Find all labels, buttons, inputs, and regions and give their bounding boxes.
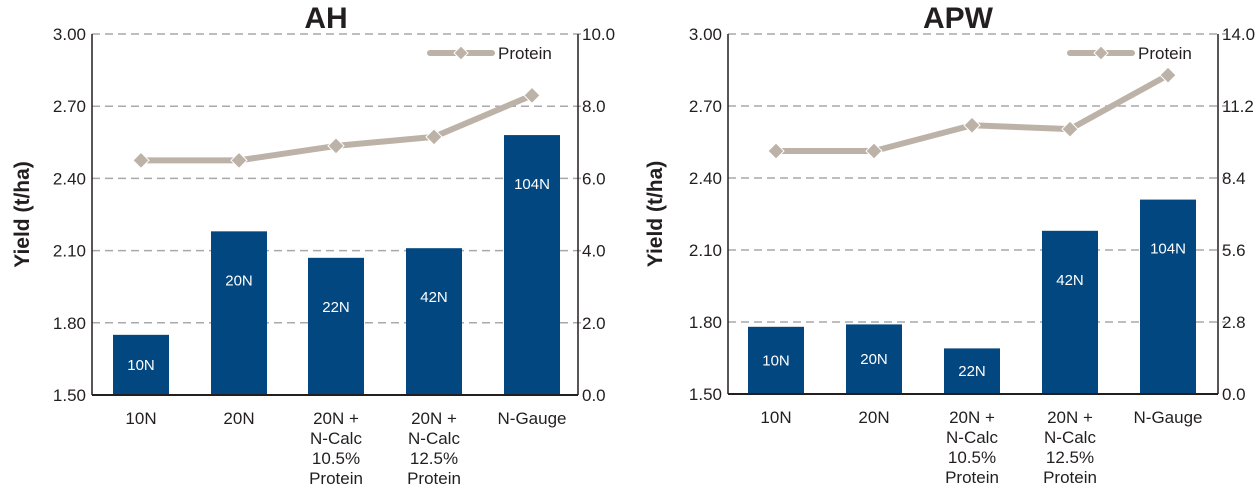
bar xyxy=(944,348,1000,394)
x-tick-label: 10N xyxy=(125,409,156,428)
x-tick-label: N-Gauge xyxy=(1134,408,1203,427)
protein-marker xyxy=(865,142,883,160)
y-tick-label: 3.00 xyxy=(689,25,722,44)
y-axis-label: Yield (t/ha) xyxy=(644,161,667,268)
bar xyxy=(113,334,169,395)
y2-tick-label: 4.0 xyxy=(582,242,606,261)
bar xyxy=(504,135,560,395)
x-tick-label: 12.5% xyxy=(1046,448,1094,467)
bar xyxy=(846,324,902,394)
bar xyxy=(308,257,364,395)
y-tick-label: 1.50 xyxy=(689,385,722,404)
bar xyxy=(211,231,267,395)
protein-marker xyxy=(767,142,785,160)
y-tick-label: 1.80 xyxy=(689,313,722,332)
y2-tick-label: 0.0 xyxy=(1222,385,1246,404)
protein-marker xyxy=(1159,66,1177,84)
y-tick-label: 2.40 xyxy=(53,169,86,188)
y2-tick-label: 14.0 xyxy=(1222,25,1255,44)
protein-marker xyxy=(425,128,443,146)
x-tick-label: N-Calc xyxy=(1044,428,1096,447)
bar-data-label: 10N xyxy=(762,352,790,369)
y-tick-label: 3.00 xyxy=(53,25,86,44)
bar-data-label: 22N xyxy=(322,299,350,316)
y2-tick-label: 8.4 xyxy=(1222,169,1246,188)
x-tick-label: 20N + xyxy=(949,408,995,427)
x-tick-label: 10N xyxy=(760,408,791,427)
legend-label: Protein xyxy=(498,44,552,63)
y2-tick-label: 11.2 xyxy=(1222,97,1254,116)
protein-marker xyxy=(1061,120,1079,138)
y2-tick-label: 0.0 xyxy=(582,386,606,405)
y-tick-label: 2.70 xyxy=(689,97,722,116)
bar-data-label: 20N xyxy=(860,351,888,368)
x-tick-label: 20N + xyxy=(313,409,359,428)
y-tick-label: 1.80 xyxy=(53,314,86,333)
y2-tick-label: 10.0 xyxy=(582,25,615,44)
x-tick-label: Protein xyxy=(1043,468,1097,487)
chart-ah: AH Yield (t/ha) 1.50 1.80 2.10 2.40 2.70 3.00 0.… xyxy=(11,2,615,488)
bar xyxy=(1140,199,1196,394)
bar-data-label: 104N xyxy=(1150,241,1186,258)
x-tick-label: 12.5% xyxy=(410,449,458,468)
y-tick-label: 1.50 xyxy=(53,386,86,405)
legend-label: Protein xyxy=(1138,44,1192,63)
y-tick-label: 2.10 xyxy=(53,242,86,261)
chart-apw: APW Yield (t/ha) 1.50 1.80 2.10 2.40 2.70 3.00 0… xyxy=(644,2,1255,487)
chart-title: APW xyxy=(923,2,994,35)
protein-marker xyxy=(132,151,150,170)
protein-marker xyxy=(523,86,541,105)
y2-tick-label: 5.6 xyxy=(1222,241,1246,260)
bar-data-label: 104N xyxy=(514,176,550,193)
x-tick-label: N-Calc xyxy=(946,428,998,447)
x-tick-label: 10.5% xyxy=(948,448,996,467)
y2-tick-label: 6.0 xyxy=(582,169,606,188)
y-tick-label: 2.10 xyxy=(689,241,722,260)
x-tick-label: 20N xyxy=(223,409,254,428)
x-tick-label: Protein xyxy=(945,468,999,487)
protein-marker xyxy=(230,151,248,170)
bar-data-label: 20N xyxy=(225,272,253,289)
x-tick-label: Protein xyxy=(309,469,363,488)
bar xyxy=(406,248,462,395)
bar xyxy=(1042,230,1098,394)
legend-marker xyxy=(1093,45,1109,61)
bar-data-label: 42N xyxy=(1056,272,1084,289)
x-tick-label: 10.5% xyxy=(312,449,360,468)
protein-marker xyxy=(963,116,981,134)
bar xyxy=(748,326,804,394)
x-tick-label: N-Calc xyxy=(408,429,460,448)
x-tick-label: 20N + xyxy=(1047,408,1093,427)
legend-marker xyxy=(453,45,469,61)
bar-data-label: 22N xyxy=(958,363,986,380)
y-tick-label: 2.40 xyxy=(689,169,722,188)
x-tick-label: N-Calc xyxy=(310,429,362,448)
bar-data-label: 42N xyxy=(420,289,448,306)
protein-marker xyxy=(327,137,345,155)
x-tick-label: 20N xyxy=(858,408,889,427)
x-tick-label: Protein xyxy=(407,469,461,488)
y-tick-label: 2.70 xyxy=(53,97,86,116)
y2-tick-label: 2.8 xyxy=(1222,313,1246,332)
protein-line xyxy=(776,72,1170,154)
x-tick-label: 20N + xyxy=(411,409,457,428)
y2-tick-label: 2.0 xyxy=(582,314,606,333)
chart-title: AH xyxy=(304,2,347,35)
bar-data-label: 10N xyxy=(127,357,155,374)
y2-tick-label: 8.0 xyxy=(582,97,606,116)
y-axis-label: Yield (t/ha) xyxy=(11,161,34,268)
x-tick-label: N-Gauge xyxy=(498,409,567,428)
